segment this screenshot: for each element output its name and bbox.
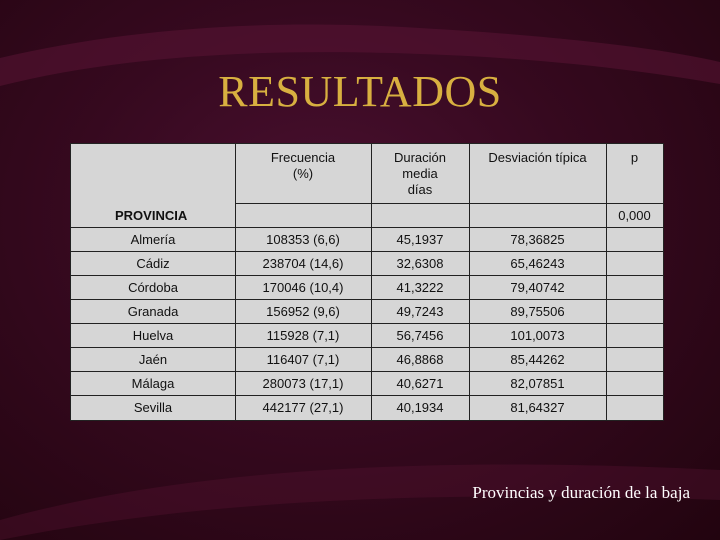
header-desviacion: Desviación típica [488,150,587,165]
provincia-label: PROVINCIA [115,208,188,223]
provincia-cell: Granada [127,304,179,319]
header-frecuencia: Frecuencia (%) [235,150,371,182]
duracion-cell: 45,1937 [396,232,444,247]
p-value: 0,000 [618,208,651,223]
duracion-cell: 41,3222 [396,280,444,295]
duracion-cell: 49,7243 [396,304,444,319]
desviacion-cell: 101,0073 [510,328,565,343]
desviacion-cell: 65,46243 [510,256,565,271]
frecuencia-cell: 108353 (6,6) [266,232,340,247]
header-duracion-line1: Duración [393,150,447,165]
duracion-cell: 32,6308 [396,256,444,271]
header-duracion-line3: días [407,182,433,197]
desviacion-cell: 81,64327 [510,400,565,415]
desviacion-cell: 79,40742 [510,280,565,295]
header-duracion: Duración media días [371,150,469,198]
desviacion-cell: 82,07851 [510,376,565,391]
header-frecuencia-line1: Frecuencia [270,150,336,165]
provincia-cell: Almería [130,232,176,247]
duracion-cell: 40,1934 [396,400,444,415]
provincia-cell: Córdoba [128,280,178,295]
duracion-cell: 46,8868 [396,352,444,367]
frecuencia-cell: 156952 (9,6) [266,304,340,319]
header-duracion-line2: media [402,166,438,181]
provincia-cell: Jaén [138,352,168,367]
results-table: Frecuencia (%) Duración media días Desvi… [70,143,664,421]
slide-title: RESULTADOS [218,67,502,116]
frecuencia-cell: 116407 (7,1) [266,352,340,367]
header-frecuencia-line2: (%) [292,166,314,181]
slide-caption: Provincias y duración de la baja [472,483,690,502]
desviacion-cell: 85,44262 [510,352,565,367]
frecuencia-cell: 442177 (27,1) [262,400,344,415]
frecuencia-cell: 280073 (17,1) [262,376,344,391]
provincia-cell: Málaga [131,376,175,391]
provincia-cell: Sevilla [133,400,173,415]
frecuencia-cell: 115928 (7,1) [266,328,340,343]
frecuencia-cell: 170046 (10,4) [262,280,344,295]
provincia-cell: Huelva [132,328,174,343]
header-p: p [630,150,639,165]
duracion-cell: 56,7456 [396,328,444,343]
desviacion-cell: 89,75506 [510,304,565,319]
frecuencia-cell: 238704 (14,6) [262,256,344,271]
duracion-cell: 40,6271 [396,376,444,391]
provincia-cell: Cádiz [136,256,170,271]
desviacion-cell: 78,36825 [510,232,565,247]
